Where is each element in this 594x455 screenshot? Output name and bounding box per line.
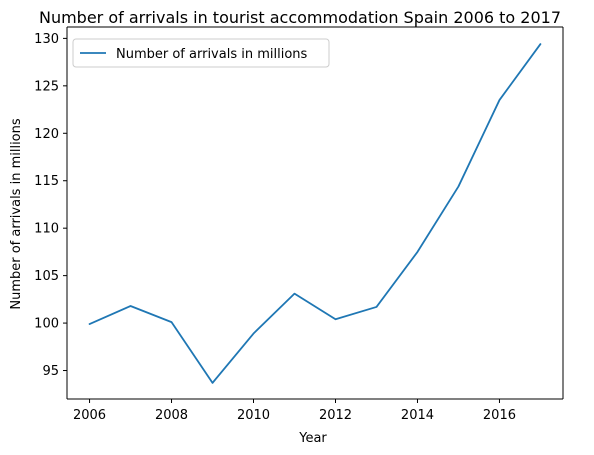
y-tick-label: 130 xyxy=(34,32,59,47)
x-axis-ticks: 2006 2008 2010 2012 2014 2016 xyxy=(73,399,516,423)
y-axis-label: Number of arrivals in millions xyxy=(9,118,24,310)
legend-box xyxy=(72,38,330,68)
x-tick-label: 2010 xyxy=(237,408,270,423)
x-tick-label: 2008 xyxy=(155,408,188,423)
x-tick-label: 2006 xyxy=(73,408,106,423)
x-tick-label: 2012 xyxy=(319,408,352,423)
y-tick-label: 110 xyxy=(34,222,59,237)
x-tick-label: 2014 xyxy=(401,408,434,423)
legend-label: Number of arrivals in millions xyxy=(116,47,308,62)
y-tick-label: 100 xyxy=(34,317,59,332)
plot-area xyxy=(67,27,563,399)
y-tick-label: 115 xyxy=(34,174,59,189)
y-tick-label: 120 xyxy=(34,127,59,142)
chart-title: Number of arrivals in tourist accommodat… xyxy=(39,8,561,27)
x-axis-label: Year xyxy=(298,431,327,446)
x-tick-label: 2016 xyxy=(483,408,516,423)
y-tick-label: 105 xyxy=(34,269,59,284)
series-line-arrivals xyxy=(88,43,542,384)
y-tick-label: 95 xyxy=(42,364,59,379)
y-axis-ticks: 95 100 105 110 115 120 125 130 xyxy=(34,32,67,379)
y-tick-label: 125 xyxy=(34,79,59,94)
legend: Number of arrivals in millions xyxy=(72,38,330,68)
